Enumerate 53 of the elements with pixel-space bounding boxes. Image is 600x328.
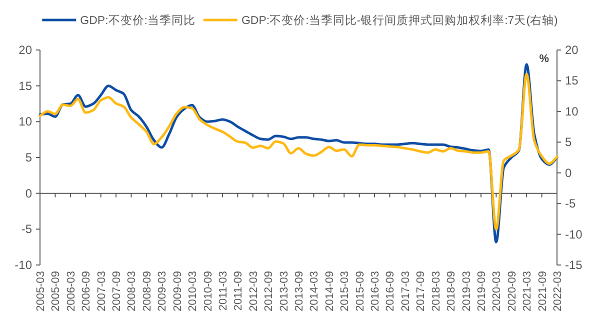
x-tick-label: 2014-09 (324, 271, 336, 312)
x-tick-label: 2013-09 (294, 271, 306, 312)
x-tick-label: 2012-03 (248, 271, 260, 312)
y2-tick-label: 5 (565, 135, 572, 150)
x-tick-label: 2007-03 (96, 271, 108, 312)
x-tick-label: 2010-09 (202, 271, 214, 312)
x-tick-label: 2021-09 (536, 271, 549, 312)
y-tick-label: 5 (25, 150, 32, 164)
x-tick-label: 2016-09 (384, 271, 397, 312)
y2-axis-title: % (539, 53, 550, 65)
x-tick-label: 2021-03 (522, 271, 534, 312)
legend-label: GDP:不变价:当季同比 (80, 13, 196, 27)
y-tick-label: 10 (18, 114, 32, 129)
y-tick-label: 15 (18, 78, 32, 93)
y-tick-label: 20 (18, 43, 32, 57)
x-tick-label: 2014-03 (308, 271, 321, 312)
x-tick-label: 2011-03 (217, 271, 230, 311)
y2-tick-label: 15 (565, 74, 579, 88)
y2-tick-label: 10 (565, 104, 579, 118)
y2-tick-label: -10 (565, 227, 583, 242)
legend-label: GDP:不变价:当季同比-银行间质押式回购加权利率:7天(右轴) (241, 13, 558, 27)
x-tick-label: 2020-03 (491, 271, 504, 312)
x-tick-label: 2006-09 (80, 271, 93, 312)
x-tick-label: 2016-03 (370, 271, 382, 312)
x-tick-label: 2008-03 (126, 271, 138, 312)
x-tick-label: 2009-03 (156, 271, 169, 312)
y2-tick-label: 0 (565, 166, 572, 180)
x-tick-label: 2015-03 (339, 271, 352, 312)
x-tick-label: 2007-09 (111, 271, 124, 312)
y2-tick-label: -15 (565, 258, 583, 272)
x-tick-label: 2022-03 (552, 271, 564, 312)
x-tick-label: 2008-09 (141, 271, 154, 312)
x-tick-label: 2017-09 (415, 271, 428, 312)
x-tick-label: 2020-09 (506, 271, 518, 312)
x-tick-label: 2011-09 (232, 271, 245, 311)
x-tick-label: 2019-09 (476, 271, 488, 312)
x-tick-label: 2018-03 (430, 271, 442, 312)
y2-tick-label: 20 (565, 43, 579, 57)
x-tick-label: 2015-09 (354, 271, 366, 312)
x-tick-label: 2018-09 (446, 271, 458, 312)
y-tick-label: -10 (14, 258, 32, 272)
x-tick-label: 2012-09 (263, 271, 276, 312)
x-tick-label: 2017-03 (400, 271, 412, 312)
y2-tick-label: -5 (565, 196, 576, 211)
x-tick-label: 2010-03 (187, 271, 200, 312)
y-tick-label: 0 (25, 186, 32, 200)
x-tick-label: 2005-03 (35, 271, 47, 312)
y-tick-label: -5 (21, 222, 32, 236)
x-tick-label: 2006-03 (65, 271, 78, 312)
x-tick-label: 2019-03 (460, 271, 473, 312)
x-tick-label: 2005-09 (50, 271, 62, 312)
x-tick-label: 2013-03 (278, 271, 290, 312)
x-tick-label: 2009-09 (172, 271, 184, 312)
